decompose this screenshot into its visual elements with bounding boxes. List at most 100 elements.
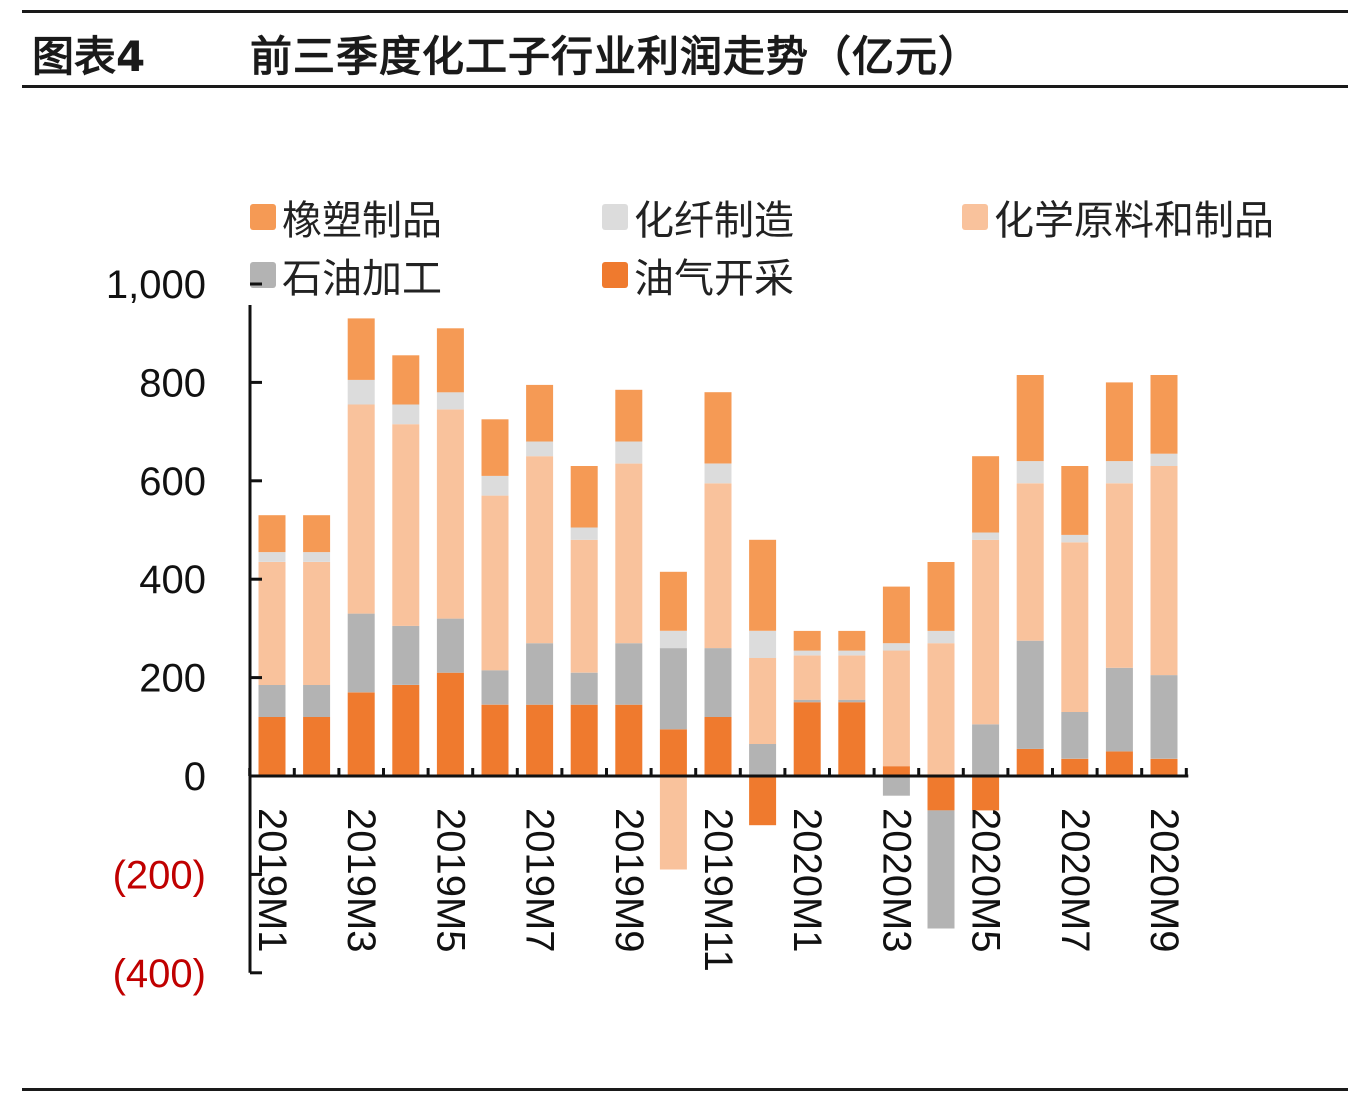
figure-title: 前三季度化工子行业利润走势（亿元） (250, 32, 982, 81)
bar-2019M10-5 (659, 571, 687, 631)
bar-2020M8-3 (1105, 483, 1133, 668)
x-category-label: 2020M1 (785, 808, 829, 953)
bar-2019M3-5 (347, 318, 375, 380)
bar-2020M6-3 (1016, 483, 1044, 641)
bar-2020M5-2 (972, 724, 1000, 776)
bar-2020M7-3 (1061, 542, 1089, 712)
bar-2019M9-1 (615, 704, 643, 776)
x-category-label: 2020M3 (874, 808, 918, 953)
bar-2020M1-3 (793, 655, 821, 700)
bar-2020M9-2 (1150, 675, 1178, 759)
x-category-label: 2019M5 (428, 808, 472, 953)
bar-2020M7-5 (1061, 466, 1089, 535)
bar-2019M7-3 (526, 456, 554, 644)
bar-2019M4-3 (392, 424, 420, 626)
bar-2020M8-4 (1105, 461, 1133, 484)
bar-2019M12-1 (749, 776, 777, 826)
bar-2019M4-4 (392, 404, 420, 425)
bar-2019M3-2 (347, 613, 375, 693)
bar-2019M1-5 (258, 515, 286, 553)
legend-label: 石油加工 (282, 256, 442, 302)
bar-2019M5-5 (436, 328, 464, 393)
x-category-label: 2020M5 (964, 808, 1008, 953)
bar-2020M2-4 (838, 650, 866, 656)
category-labels: 2019M1 2019M3 2019M5 2019M7 2019M9 2019M11 202… (250, 808, 1186, 972)
bar-2020M8-2 (1105, 667, 1133, 752)
y-tick-label: 400 (139, 558, 206, 602)
bar-2019M4-1 (392, 685, 420, 776)
legend-swatch (250, 204, 276, 230)
bar-2020M2-1 (838, 702, 866, 776)
legend-swatch (602, 262, 628, 288)
y-tick-label: (200) (113, 853, 206, 897)
bar-2019M10-4 (659, 630, 687, 649)
axes: 1,000 800 600 400 200 0 (200) (400) (106, 263, 1189, 996)
bar-2019M6-1 (481, 704, 509, 776)
bar-2020M8-5 (1105, 382, 1133, 462)
bar-2019M11-1 (704, 717, 732, 776)
bar-2019M2-5 (303, 515, 331, 553)
bar-2020M5-3 (972, 539, 1000, 725)
x-category-label: 2019M1 (250, 808, 294, 953)
bar-2019M6-4 (481, 475, 509, 496)
bar-2020M6-5 (1016, 375, 1044, 462)
bar-2020M4-5 (927, 562, 955, 631)
bar-2019M5-3 (436, 409, 464, 619)
bar-2020M6-1 (1016, 748, 1044, 776)
bar-2020M7-1 (1061, 758, 1089, 776)
bar-2020M3-3 (882, 650, 910, 767)
bar-2019M8-2 (570, 672, 598, 705)
x-category-label: 2020M7 (1053, 808, 1097, 953)
bar-2020M1-4 (793, 650, 821, 656)
y-tick-label: 800 (139, 361, 206, 405)
bar-2020M7-4 (1061, 534, 1089, 543)
bar-2020M1-5 (793, 630, 821, 651)
bar-2019M7-2 (526, 643, 554, 705)
bar-2020M7-2 (1061, 712, 1089, 759)
bar-2019M2-1 (303, 717, 331, 776)
bar-2020M9-5 (1150, 375, 1178, 454)
bars (258, 318, 1178, 929)
bar-2019M4-5 (392, 355, 420, 405)
bar-2019M6-2 (481, 670, 509, 705)
bar-2020M3-2 (882, 776, 910, 796)
bar-2019M9-4 (615, 441, 643, 464)
bar-2019M8-1 (570, 704, 598, 776)
bar-2020M4-3 (927, 643, 955, 776)
bar-2020M2-3 (838, 655, 866, 700)
bar-2019M12-3 (749, 657, 777, 744)
figure-label: 图表4 (32, 32, 146, 81)
bar-2020M1-1 (793, 702, 821, 776)
bar-2019M1-1 (258, 717, 286, 776)
y-tick-label: 1,000 (106, 263, 206, 307)
bar-2020M6-4 (1016, 461, 1044, 484)
legend-swatch (250, 262, 276, 288)
y-tick-label: 600 (139, 460, 206, 504)
legend-label: 油气开采 (634, 256, 794, 302)
bar-2019M11-5 (704, 392, 732, 464)
bar-2019M6-5 (481, 419, 509, 476)
bar-2020M4-2 (927, 810, 955, 929)
bar-2019M10-3 (659, 776, 687, 870)
legend-swatch (962, 204, 988, 230)
bar-2020M6-2 (1016, 640, 1044, 749)
x-category-label: 2019M3 (339, 808, 383, 953)
bar-2019M7-5 (526, 384, 554, 442)
bar-2019M1-4 (258, 552, 286, 562)
x-category-label: 2020M9 (1142, 808, 1186, 953)
y-tick-label: 200 (139, 657, 206, 701)
y-tick-label: (400) (113, 952, 206, 996)
bar-2019M8-3 (570, 539, 598, 673)
bar-2020M1-2 (793, 699, 821, 703)
bar-2019M10-1 (659, 729, 687, 776)
legend-swatch (602, 204, 628, 230)
bar-2019M6-3 (481, 495, 509, 671)
bar-2020M5-4 (972, 532, 1000, 540)
bar-2019M8-5 (570, 466, 598, 528)
bar-2020M9-1 (1150, 758, 1178, 776)
bar-2020M2-2 (838, 699, 866, 703)
bar-2019M10-2 (659, 648, 687, 730)
bar-2020M5-5 (972, 456, 1000, 533)
bar-2019M12-5 (749, 539, 777, 631)
